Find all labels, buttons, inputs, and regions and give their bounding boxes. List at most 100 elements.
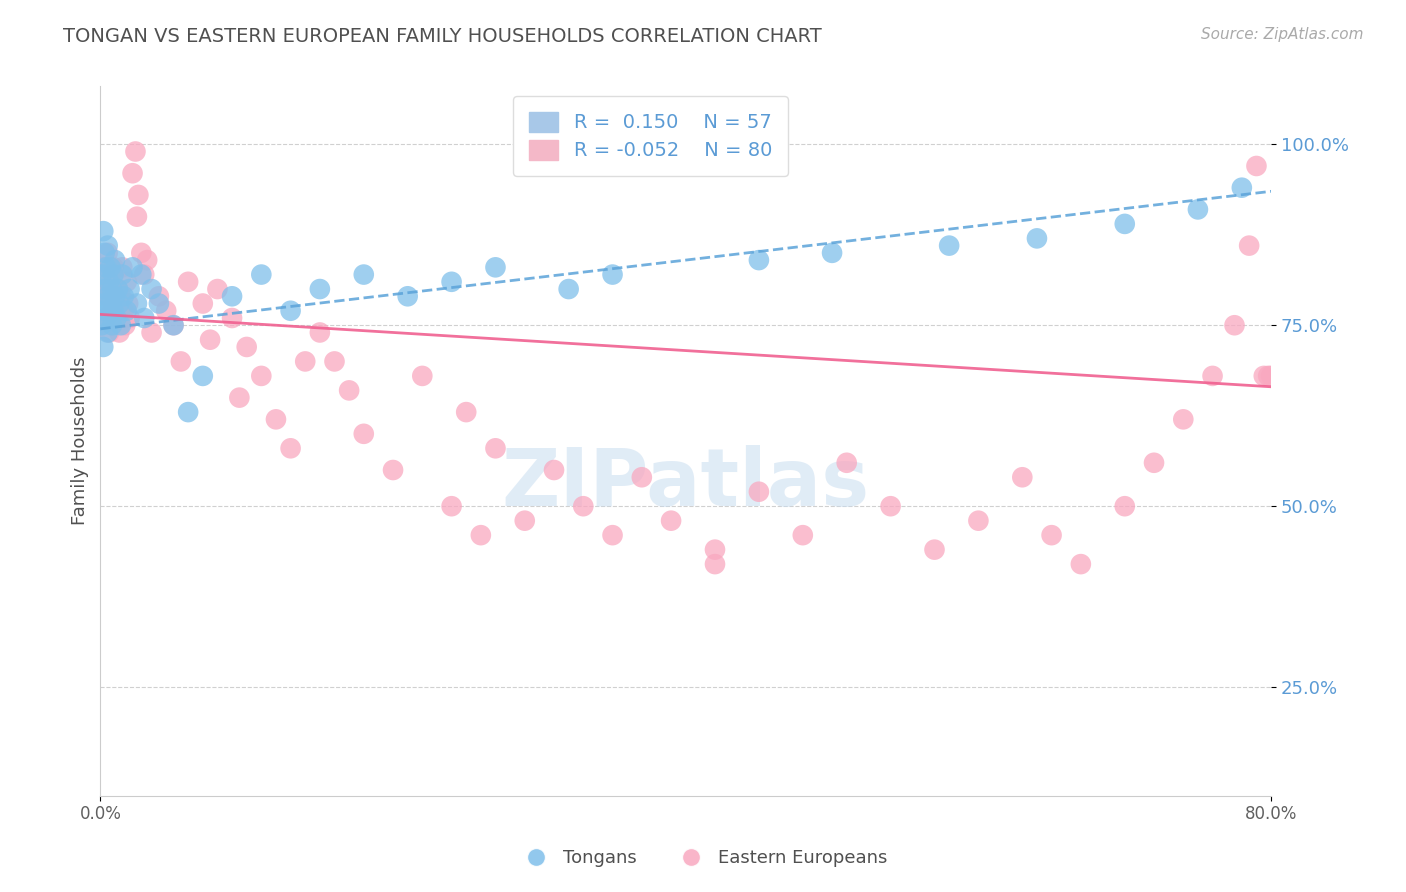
Point [221, 289, 243, 303]
Point [792, 528, 814, 542]
Point [456, 405, 478, 419]
Point [1253, 368, 1275, 383]
Point [98, 275, 121, 289]
Point [177, 405, 200, 419]
Point [250, 368, 273, 383]
Point [484, 260, 506, 275]
Point [118, 311, 141, 326]
Point [1223, 318, 1246, 333]
Point [309, 326, 332, 340]
Point [91, 340, 114, 354]
Point [105, 311, 128, 326]
Point [101, 303, 124, 318]
Point [177, 275, 200, 289]
Point [1257, 368, 1279, 383]
Point [111, 268, 134, 282]
Point [103, 303, 125, 318]
Point [470, 528, 492, 542]
Point [264, 412, 287, 426]
Point [136, 253, 159, 268]
Point [572, 499, 595, 513]
Point [121, 166, 143, 180]
Point [411, 368, 433, 383]
Point [704, 542, 727, 557]
Point [513, 514, 536, 528]
Point [93, 311, 115, 326]
Point [148, 296, 170, 310]
Point [170, 354, 193, 368]
Legend: R =  0.150    N = 57, R = -0.052    N = 80: R = 0.150 N = 57, R = -0.052 N = 80 [513, 96, 787, 176]
Point [1011, 470, 1033, 484]
Point [602, 528, 624, 542]
Point [967, 514, 990, 528]
Point [191, 296, 214, 310]
Point [280, 442, 302, 456]
Point [1114, 499, 1136, 513]
Point [1260, 368, 1282, 383]
Point [543, 463, 565, 477]
Point [162, 318, 184, 333]
Point [100, 296, 122, 310]
Point [97, 326, 120, 340]
Point [108, 296, 131, 310]
Point [93, 303, 115, 318]
Point [110, 318, 132, 333]
Text: TONGAN VS EASTERN EUROPEAN FAMILY HOUSEHOLDS CORRELATION CHART: TONGAN VS EASTERN EUROPEAN FAMILY HOUSEH… [63, 27, 823, 45]
Y-axis label: Family Households: Family Households [72, 357, 89, 525]
Point [127, 188, 149, 202]
Point [704, 557, 727, 571]
Point [131, 268, 153, 282]
Point [96, 311, 118, 326]
Point [1230, 180, 1253, 194]
Point [97, 245, 120, 260]
Point [280, 303, 302, 318]
Point [440, 275, 463, 289]
Point [440, 499, 463, 513]
Point [155, 303, 177, 318]
Point [353, 268, 375, 282]
Point [162, 318, 184, 333]
Point [107, 282, 129, 296]
Point [134, 311, 156, 326]
Point [108, 326, 131, 340]
Point [96, 260, 118, 275]
Point [118, 282, 141, 296]
Point [104, 289, 127, 303]
Point [250, 268, 273, 282]
Point [1237, 238, 1260, 252]
Point [91, 260, 114, 275]
Point [100, 275, 122, 289]
Point [207, 282, 229, 296]
Point [1040, 528, 1063, 542]
Point [91, 296, 114, 310]
Point [938, 238, 960, 252]
Point [557, 282, 579, 296]
Point [1114, 217, 1136, 231]
Point [484, 442, 506, 456]
Point [1070, 557, 1092, 571]
Point [98, 303, 121, 318]
Point [337, 384, 360, 398]
Point [221, 311, 243, 326]
Point [125, 210, 148, 224]
Point [131, 245, 153, 260]
Point [112, 303, 135, 318]
Text: Source: ZipAtlas.com: Source: ZipAtlas.com [1201, 27, 1364, 42]
Point [396, 289, 419, 303]
Point [382, 463, 405, 477]
Point [107, 282, 129, 296]
Point [134, 268, 156, 282]
Point [835, 456, 858, 470]
Point [323, 354, 346, 368]
Point [1201, 368, 1223, 383]
Point [115, 303, 138, 318]
Point [100, 260, 122, 275]
Point [105, 311, 128, 326]
Point [125, 296, 148, 310]
Point [104, 296, 127, 310]
Point [294, 354, 316, 368]
Legend: Tongans, Eastern Europeans: Tongans, Eastern Europeans [510, 842, 896, 874]
Point [659, 514, 682, 528]
Point [93, 282, 115, 296]
Point [117, 296, 139, 310]
